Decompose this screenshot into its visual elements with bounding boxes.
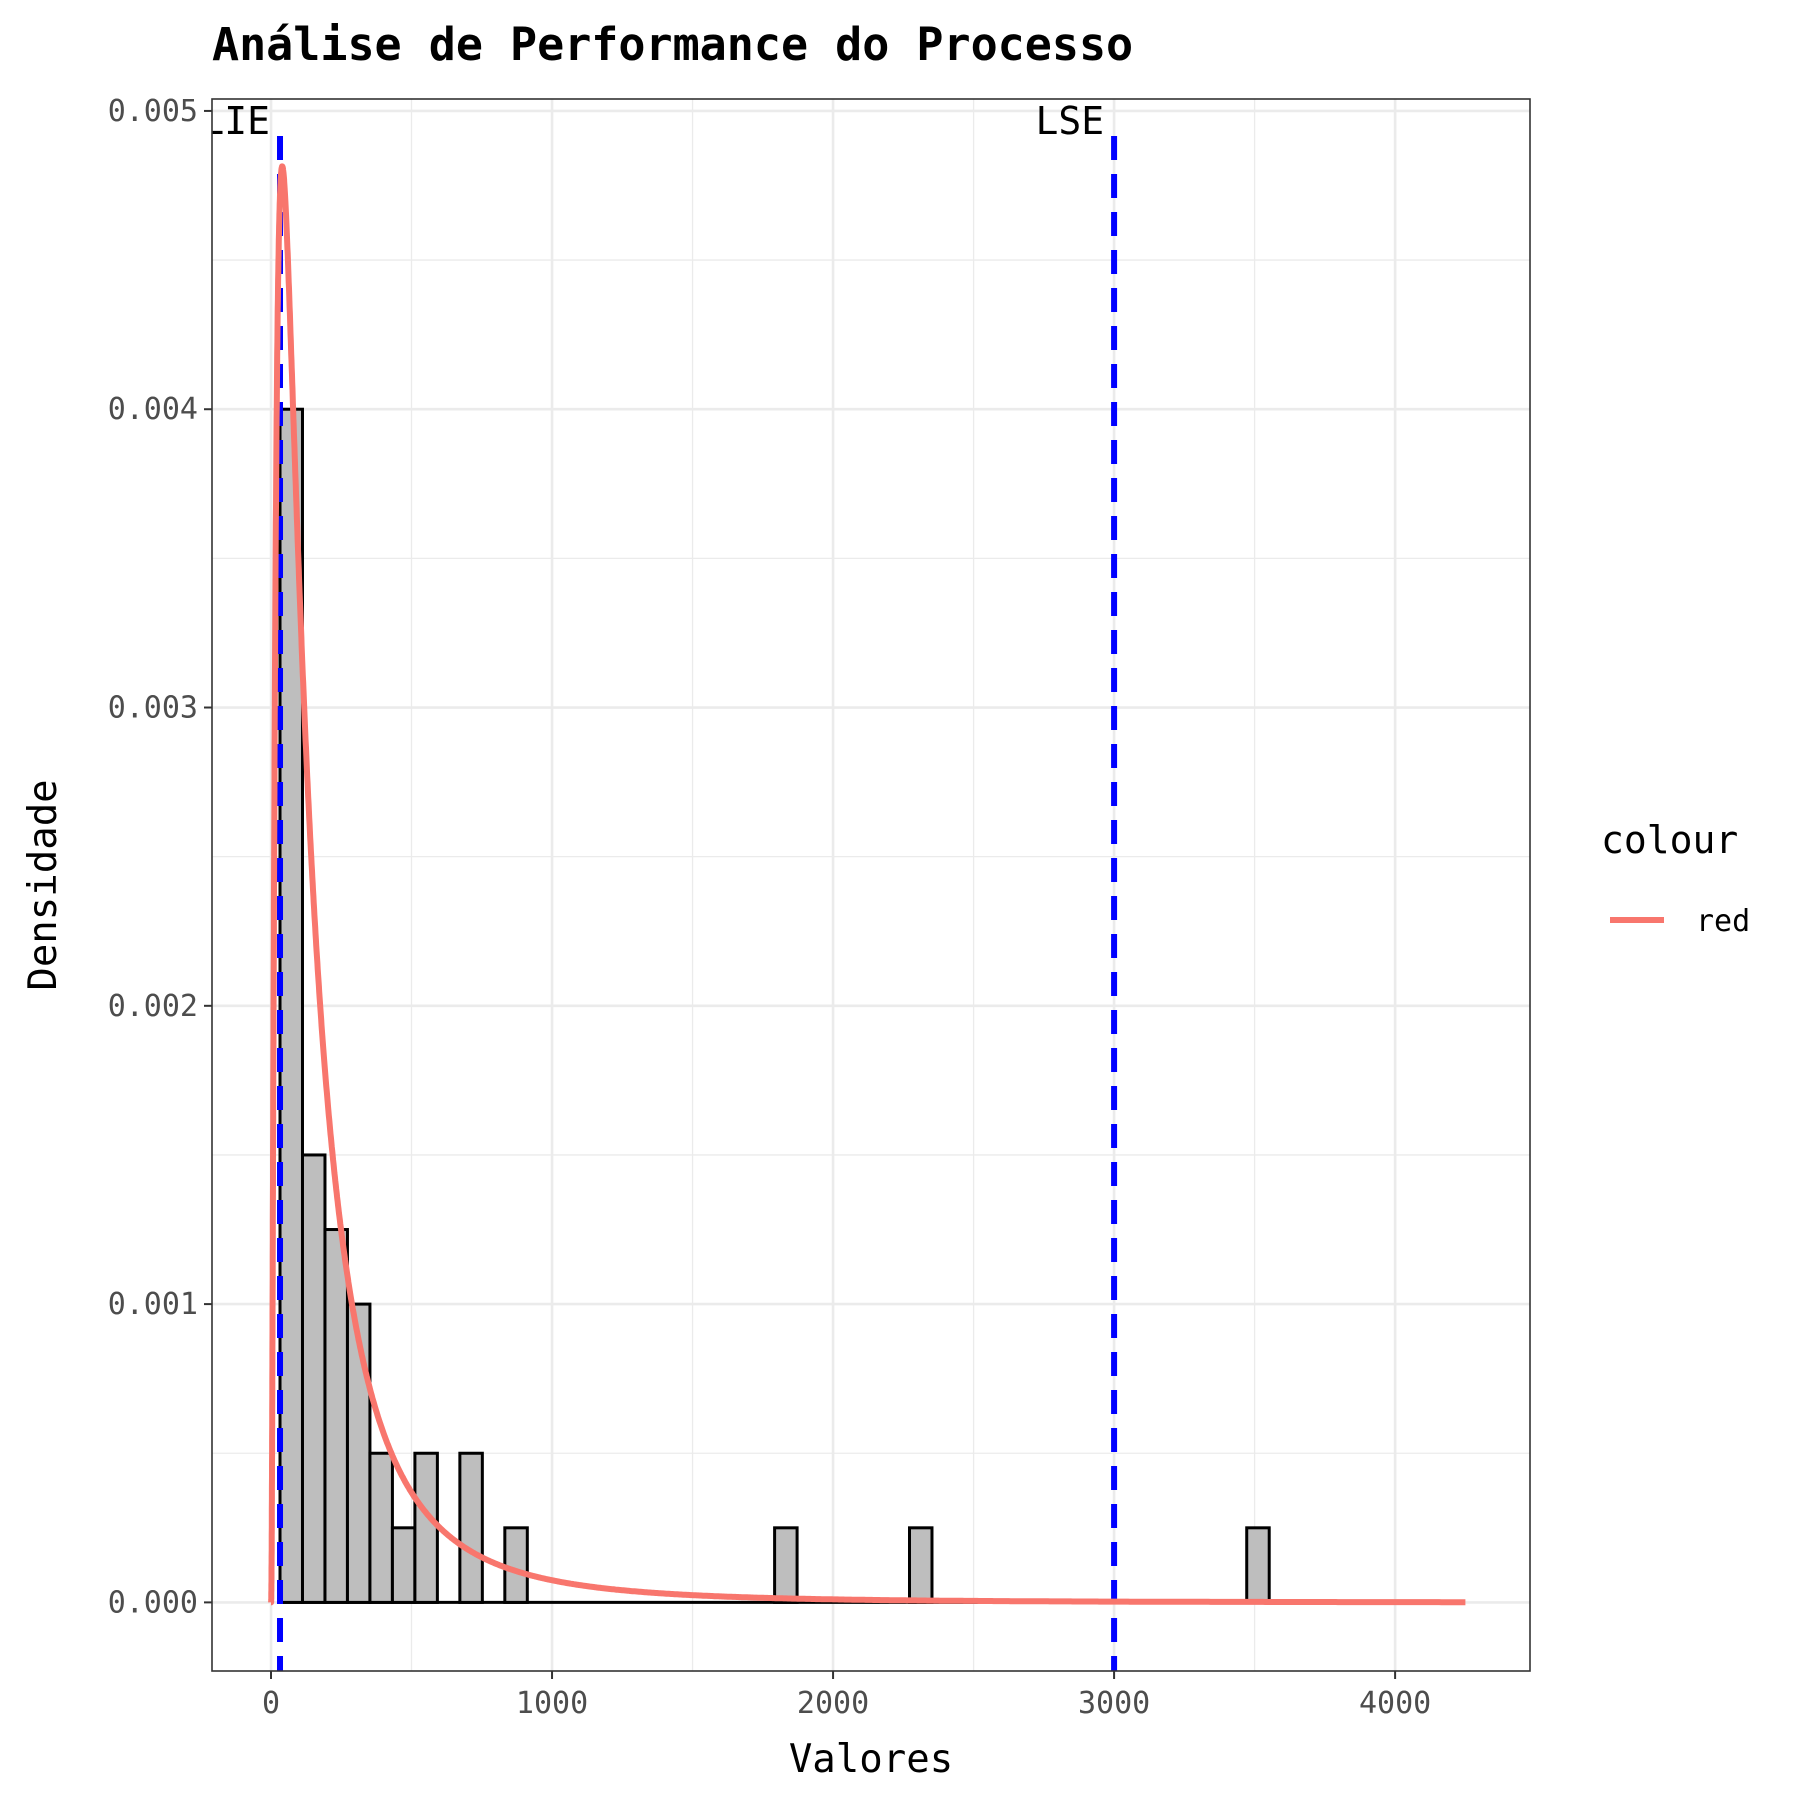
histogram-bar <box>773 1526 799 1604</box>
histogram-bar <box>300 1153 327 1604</box>
histogram-bar <box>1245 1526 1271 1604</box>
y-tick-label: 0.003 <box>108 691 198 726</box>
y-tick-label: 0.005 <box>108 94 198 129</box>
legend-label-red: red <box>1696 904 1750 939</box>
x-axis-title: Valores <box>789 1737 953 1782</box>
histogram-bar <box>413 1451 439 1604</box>
histogram-bar <box>390 1526 417 1604</box>
x-tick-label: 1000 <box>516 1686 588 1721</box>
panel-border <box>211 98 1531 1672</box>
chart-title: Análise de Performance do Processo <box>212 18 1133 71</box>
density-curve <box>268 163 1467 1606</box>
legend-title: colour <box>1601 818 1738 862</box>
x-tick-label: 0 <box>262 1686 280 1721</box>
histogram-bar <box>323 1228 349 1604</box>
x-tick-label: 4000 <box>1359 1686 1431 1721</box>
histogram-bar <box>368 1451 394 1604</box>
y-axis-title: Densidade <box>21 779 66 990</box>
spec-label-lse: LSE <box>1035 99 1104 143</box>
y-tick-label: 0.000 <box>108 1585 198 1620</box>
y-tick-label: 0.001 <box>108 1287 198 1322</box>
y-tick-label: 0.002 <box>108 989 198 1024</box>
x-tick-label: 3000 <box>1078 1686 1150 1721</box>
legend: colour red <box>1601 818 1750 939</box>
x-tick-label: 2000 <box>797 1686 869 1721</box>
y-tick-label: 0.004 <box>108 392 198 427</box>
spec-label-lie: LIE <box>201 99 270 143</box>
histogram-bar <box>908 1526 934 1604</box>
plot-area: LIE LSE <box>201 99 1467 1671</box>
histogram-bar <box>503 1526 529 1604</box>
histogram-bar <box>458 1451 484 1604</box>
axes: 0 1000 2000 3000 4000 0.000 0.001 0.002 0.003 0.0… <box>108 94 1432 1721</box>
